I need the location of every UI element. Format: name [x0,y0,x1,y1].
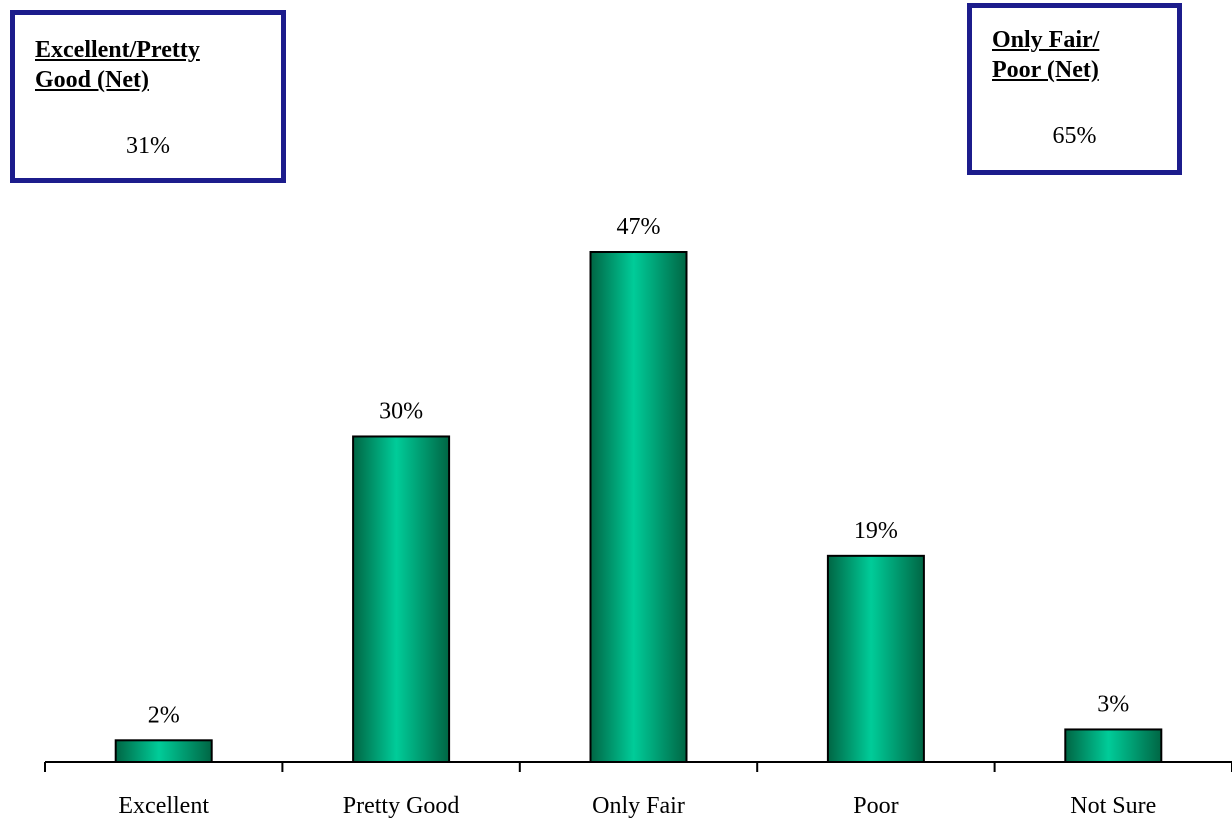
bar-value-label: 30% [379,398,423,424]
x-tick-label: Poor [853,793,898,818]
bar-value-label: 3% [1097,691,1129,717]
net-title-line1: Only Fair/ [992,27,1100,53]
net-value-only-fair-poor: 65% [1052,123,1097,149]
net-title-line2: Good (Net) [35,67,149,93]
bar-value-label: 2% [148,702,180,728]
x-tick-label: Not Sure [1070,793,1156,818]
bar-pretty-good [352,435,451,763]
net-value-excellent-pretty-good: 31% [126,133,170,159]
net-title-excellent-pretty-good: Excellent/Pretty Good (Net) [35,35,265,95]
bar-value-label: 47% [617,214,661,240]
x-tick-label: Pretty Good [343,793,460,818]
net-box-excellent-pretty-good: Excellent/Pretty Good (Net) 31% [10,10,286,183]
bar-poor [826,554,925,763]
net-title-only-fair-poor: Only Fair/ Poor (Net) [992,25,1162,85]
net-title-line2: Poor (Net) [992,57,1099,83]
bar-not-sure [1064,728,1163,764]
x-tick-label: Only Fair [592,793,685,818]
bar-excellent [114,739,213,763]
net-title-line1: Excellent/Pretty [35,37,200,63]
bar-value-label: 19% [854,518,898,544]
net-box-only-fair-poor: Only Fair/ Poor (Net) 65% [967,3,1182,175]
bar-only-fair [589,251,688,763]
x-tick-label: Excellent [118,793,209,818]
